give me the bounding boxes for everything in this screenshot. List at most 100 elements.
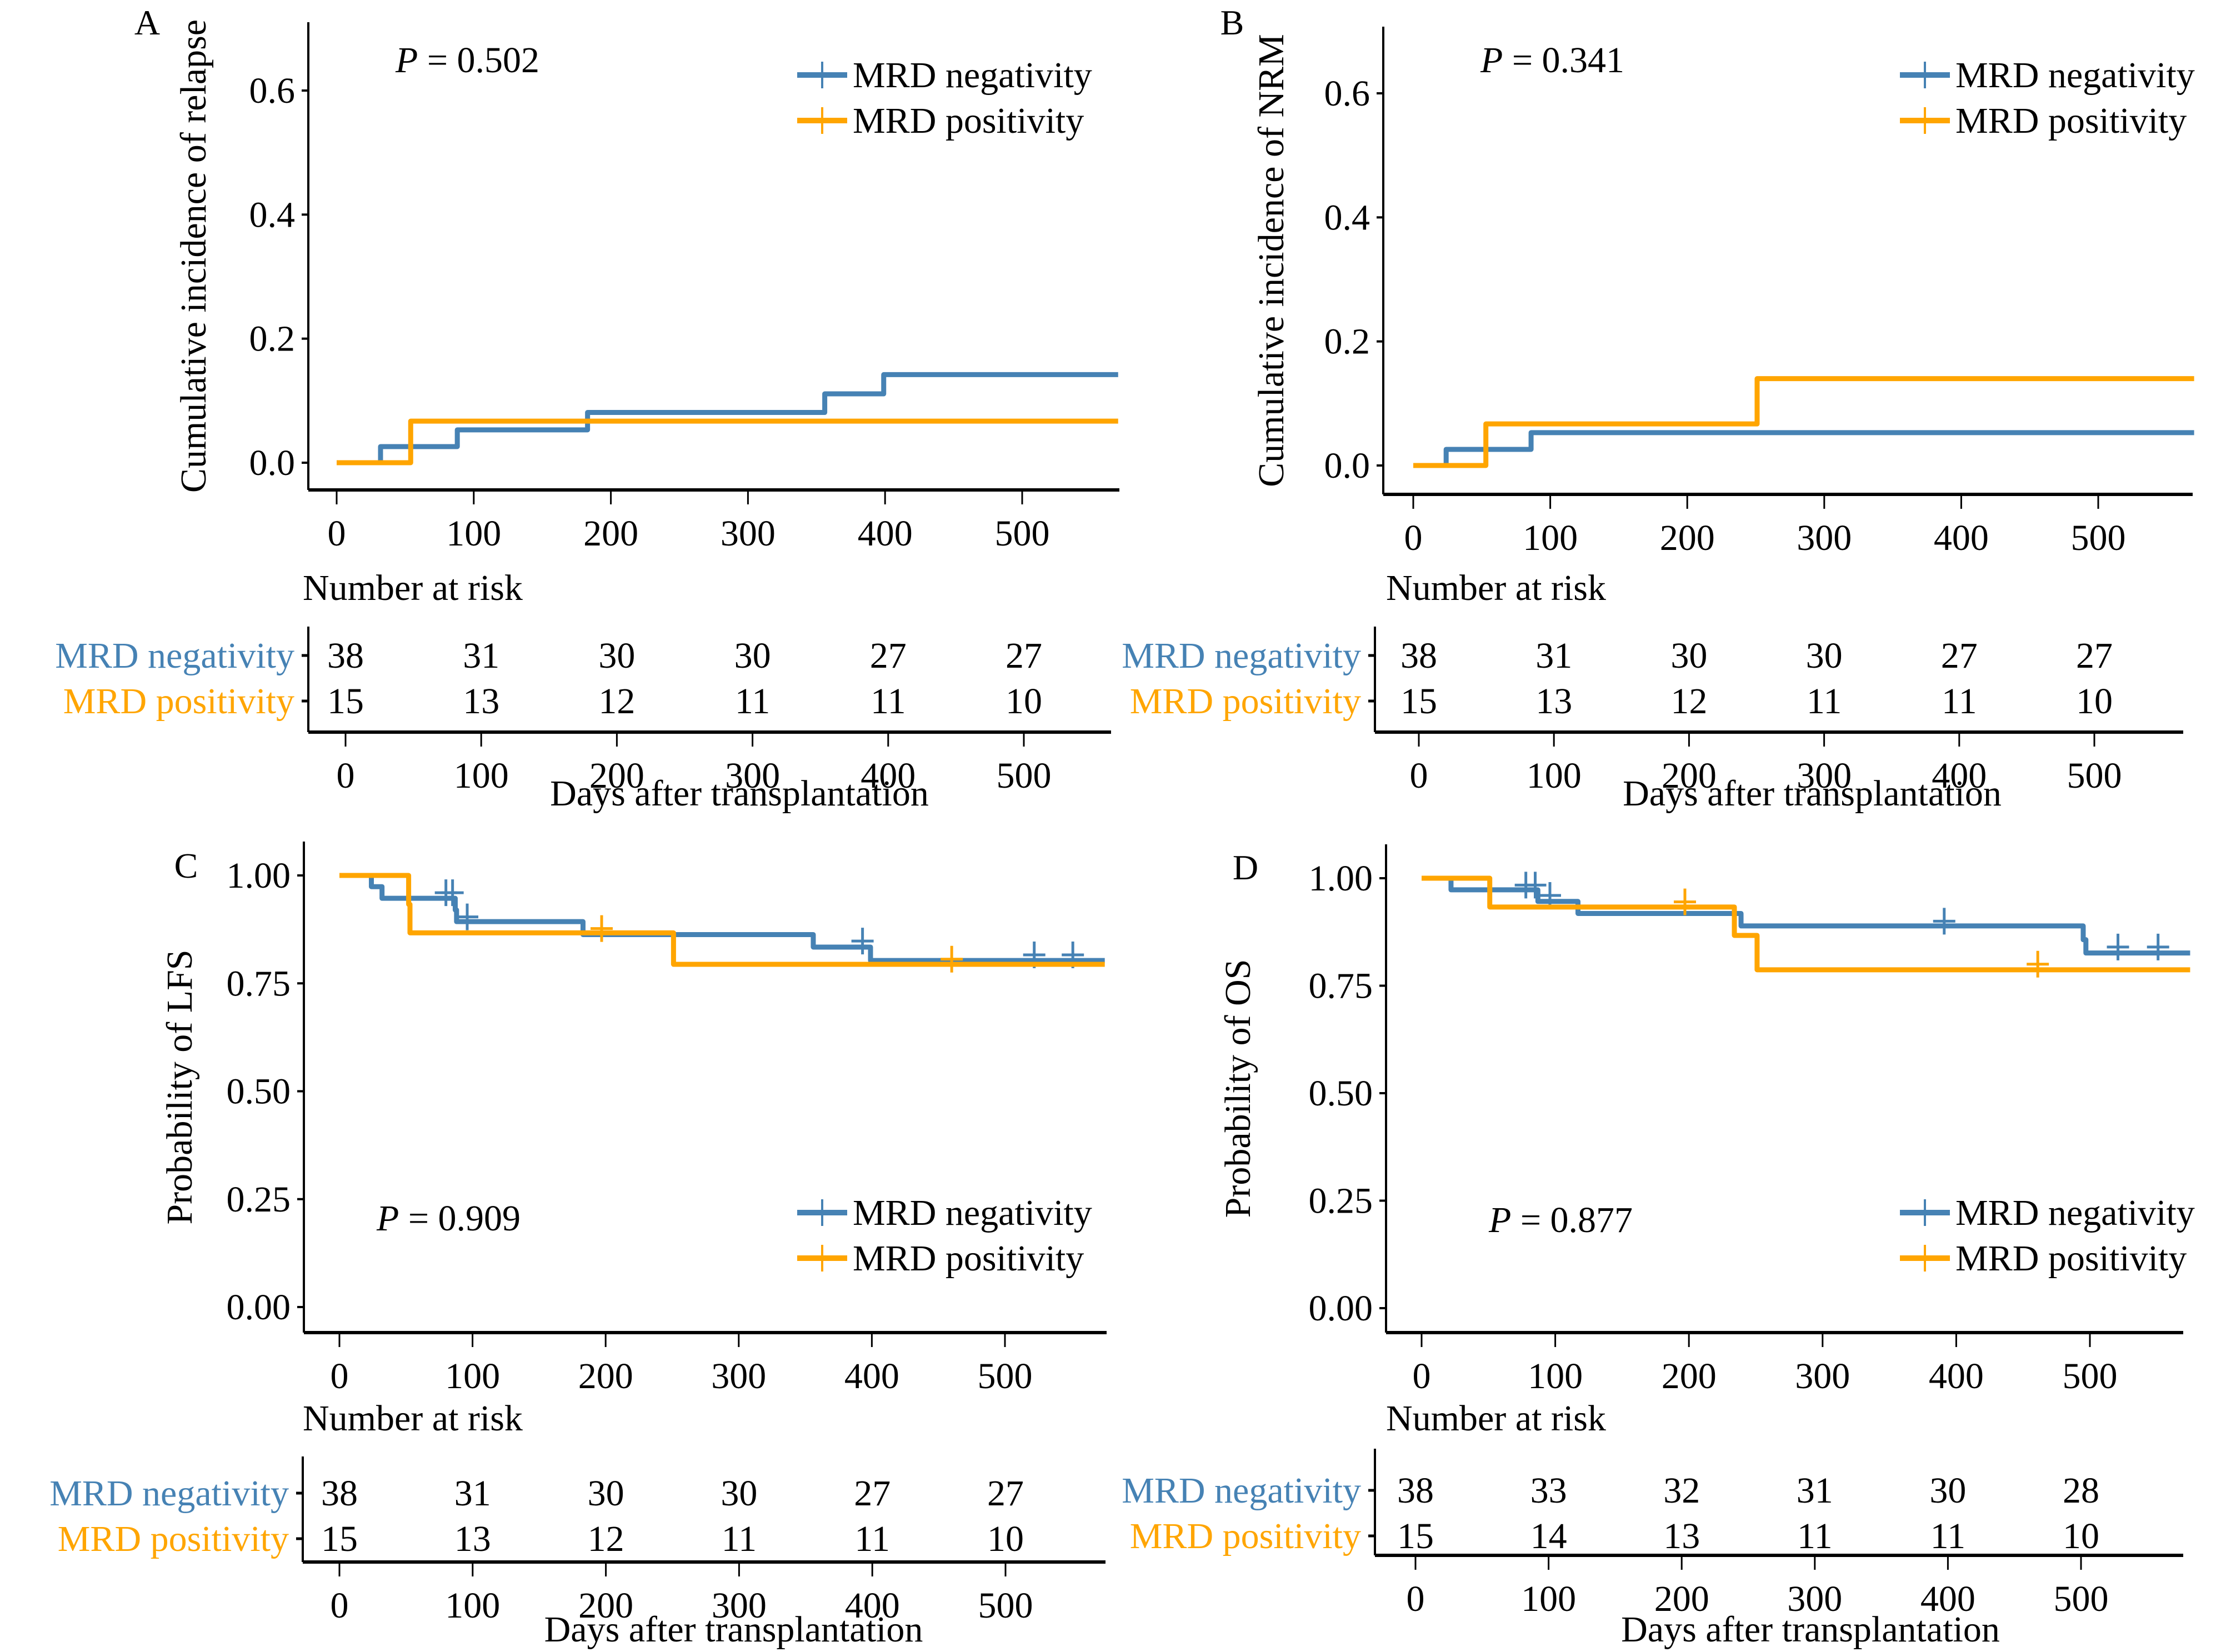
p-value-symbol: P <box>376 1198 399 1239</box>
risk-value: 15 <box>327 681 364 722</box>
p-value: P = 0.877 <box>1488 1200 1633 1240</box>
risk-value: 11 <box>1797 1516 1833 1556</box>
p-value-symbol: P <box>1480 40 1503 81</box>
risk-row-label: MRD positivity <box>1130 681 1361 722</box>
series-line-negativity <box>1422 875 2190 956</box>
risk-x-tick-label: 0 <box>337 755 355 796</box>
risk-value: 15 <box>1397 1516 1434 1556</box>
risk-row-label: MRD negativity <box>1122 635 1361 676</box>
series-line-positivity <box>1422 875 2190 973</box>
x-axis-label: Days after transplantation <box>1623 773 2002 814</box>
y-tick-label: 0.4 <box>1324 197 1370 238</box>
risk-x-tick-label: 500 <box>978 1585 1033 1626</box>
risk-value: 15 <box>1400 681 1437 722</box>
risk-value: 38 <box>1397 1470 1434 1511</box>
censor-mark <box>2147 933 2169 960</box>
risk-value: 30 <box>734 635 771 676</box>
y-tick-label: 0.0 <box>1324 445 1370 486</box>
x-tick-label: 500 <box>995 513 1050 554</box>
risk-value: 11 <box>1942 681 1977 722</box>
risk-x-tick-label: 100 <box>445 1585 500 1626</box>
risk-value: 30 <box>588 1473 624 1514</box>
y-tick-label: 0.2 <box>249 319 296 359</box>
legend-item-negativity: MRD negativity <box>797 55 1092 96</box>
p-value-number: = 0.877 <box>1511 1200 1633 1240</box>
series-line-positivity <box>339 873 1105 967</box>
y-tick-label: 0.75 <box>227 963 291 1004</box>
legend-item-positivity: MRD positivity <box>797 101 1084 141</box>
risk-x-tick-label: 200 <box>1662 755 1717 796</box>
series-line-positivity <box>337 418 1118 465</box>
series-line-negativity <box>339 873 1105 963</box>
risk-value: 10 <box>2076 681 2113 722</box>
risk-x-tick-label: 200 <box>578 1585 633 1626</box>
x-tick-label: 400 <box>1929 1356 1984 1396</box>
risk-value: 28 <box>2063 1470 2099 1511</box>
panel-letter: C <box>174 846 198 885</box>
series-line-positivity <box>1413 376 2194 468</box>
censor-mark <box>591 915 613 942</box>
x-tick-label: 200 <box>1662 1356 1717 1396</box>
risk-value: 30 <box>1670 635 1707 676</box>
risk-value: 11 <box>854 1519 890 1559</box>
x-tick-label: 200 <box>1660 518 1715 558</box>
p-value-number: = 0.341 <box>1503 40 1624 81</box>
risk-value: 38 <box>1400 635 1437 676</box>
risk-table: Number at risk MRD negativity 38 31 30 30 27 27… <box>49 1398 1106 1650</box>
risk-value: 38 <box>321 1473 358 1514</box>
risk-x-tick-label: 0 <box>1410 755 1428 796</box>
risk-x-tick-label: 300 <box>1787 1579 1842 1619</box>
risk-x-tick-label: 300 <box>725 755 780 796</box>
x-tick-label: 400 <box>844 1356 899 1396</box>
x-axis-label: Days after transplantation <box>544 1609 923 1650</box>
y-tick-label: 0.50 <box>1309 1073 1373 1114</box>
risk-value: 27 <box>2076 635 2113 676</box>
y-tick-label: 1.00 <box>227 855 291 896</box>
risk-x-tick-label: 100 <box>454 755 509 796</box>
risk-value: 11 <box>1930 1516 1966 1556</box>
p-value-symbol: P <box>1488 1200 1511 1240</box>
risk-value: 10 <box>1006 681 1042 722</box>
x-tick-label: 0 <box>331 1356 349 1396</box>
risk-value: 27 <box>1006 635 1042 676</box>
censor-mark <box>441 879 464 907</box>
risk-x-tick-label: 400 <box>1932 755 1987 796</box>
y-tick-label: 0.25 <box>1309 1181 1373 1222</box>
censor-mark <box>1673 888 1696 915</box>
p-value-number: = 0.909 <box>399 1198 521 1239</box>
x-tick-label: 0 <box>1413 1356 1431 1396</box>
legend-label: MRD positivity <box>1955 101 2187 141</box>
x-tick-label: 500 <box>2063 1356 2118 1396</box>
y-axis-label: Cumulative incidence of relapse <box>173 19 214 493</box>
legend-label: MRD negativity <box>853 55 1092 96</box>
censor-mark <box>941 945 963 973</box>
legend-item-negativity: MRD negativity <box>797 1193 1092 1233</box>
risk-row-label: MRD negativity <box>55 635 294 676</box>
panel-a: A0.00.20.40.60 100 200 300 400 500Cumulative … <box>55 3 1119 814</box>
panel-letter: D <box>1233 848 1258 887</box>
risk-table: Number at risk MRD negativity 38 33 32 31 30 28… <box>1122 1398 2183 1650</box>
censor-mark <box>1524 872 1547 899</box>
legend-item-negativity: MRD negativity <box>1900 1193 2195 1233</box>
risk-x-tick-label: 0 <box>1407 1579 1425 1619</box>
y-tick-label: 0.00 <box>227 1287 291 1328</box>
risk-value: 30 <box>1806 635 1843 676</box>
risk-value: 12 <box>588 1519 624 1559</box>
y-axis-label: Probability of OS <box>1218 959 1258 1218</box>
x-tick-label: 500 <box>978 1356 1033 1396</box>
y-tick-label: 0.6 <box>1324 73 1370 114</box>
risk-x-tick-label: 500 <box>2067 755 2122 796</box>
x-tick-label: 400 <box>858 513 913 554</box>
x-tick-label: 100 <box>1523 518 1578 558</box>
risk-value: 31 <box>463 635 499 676</box>
risk-value: 38 <box>327 635 364 676</box>
y-tick-label: 0.2 <box>1324 322 1370 362</box>
risk-x-tick-label: 400 <box>861 755 916 796</box>
risk-value: 30 <box>598 635 635 676</box>
p-value-number: = 0.502 <box>418 40 539 81</box>
risk-value: 33 <box>1530 1470 1567 1511</box>
risk-table-title: Number at risk <box>303 1398 523 1439</box>
risk-x-tick-label: 500 <box>2054 1579 2109 1619</box>
risk-value: 31 <box>1797 1470 1833 1511</box>
risk-x-tick-label: 300 <box>1797 755 1852 796</box>
